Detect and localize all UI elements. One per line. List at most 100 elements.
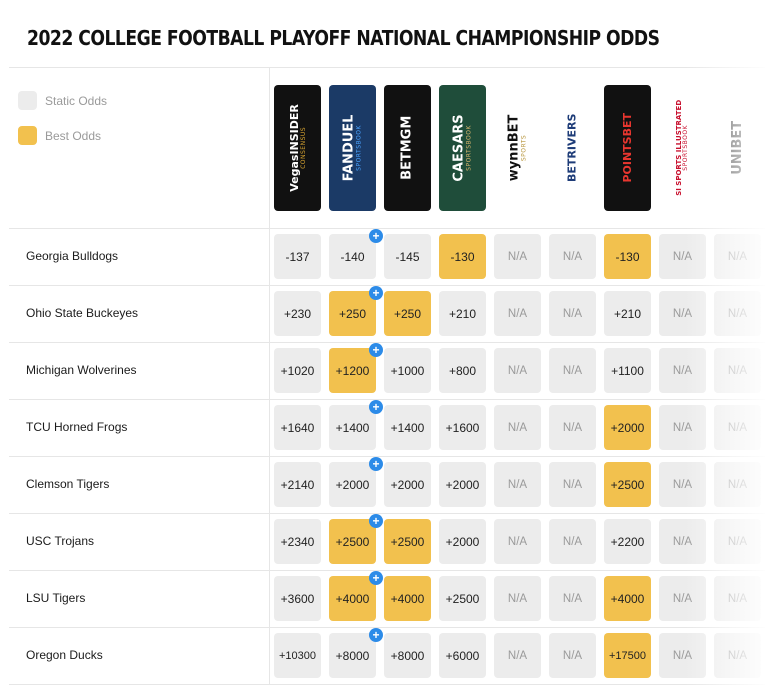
odds-cell[interactable]: -145: [384, 234, 431, 279]
odds-cell[interactable]: +2500: [439, 576, 486, 621]
odds-cell[interactable]: N/A: [549, 291, 596, 336]
odds-cell[interactable]: N/A: [659, 576, 706, 621]
odds-cell[interactable]: -130: [604, 234, 651, 279]
sportsbook-logo[interactable]: SI SPORTS ILLUSTRATED SPORTSBOOK: [659, 85, 706, 211]
odds-cell[interactable]: +3600: [274, 576, 321, 621]
odds-cell[interactable]: +1020: [274, 348, 321, 393]
odds-cell[interactable]: N/A: [714, 234, 761, 279]
odds-cell[interactable]: +250: [329, 291, 376, 336]
odds-cell[interactable]: +1400: [329, 405, 376, 450]
odds-cell[interactable]: +4000: [384, 576, 431, 621]
sportsbook-logo[interactable]: CAESARS SPORTSBOOK: [439, 85, 486, 211]
odds-cell[interactable]: +2140: [274, 462, 321, 507]
odds-cell[interactable]: +2200: [604, 519, 651, 564]
team-name: TCU Horned Frogs: [26, 420, 128, 434]
row-divider: [9, 456, 765, 457]
odds-cell[interactable]: +210: [439, 291, 486, 336]
odds-cell[interactable]: +230: [274, 291, 321, 336]
odds-cell[interactable]: N/A: [659, 348, 706, 393]
odds-cell[interactable]: +1400: [384, 405, 431, 450]
odds-cell[interactable]: +250: [384, 291, 431, 336]
odds-cell[interactable]: -137: [274, 234, 321, 279]
sportsbook-logo[interactable]: POINTSBET: [604, 85, 651, 211]
odds-cell[interactable]: N/A: [659, 462, 706, 507]
sportsbook-logo-text: BETRIVERS: [566, 114, 579, 182]
odds-cell[interactable]: N/A: [659, 519, 706, 564]
odds-cell[interactable]: +2340: [274, 519, 321, 564]
odds-cell[interactable]: N/A: [714, 462, 761, 507]
odds-cell[interactable]: +1640: [274, 405, 321, 450]
odds-cell[interactable]: N/A: [494, 576, 541, 621]
odds-cell[interactable]: N/A: [494, 633, 541, 678]
odds-cell[interactable]: N/A: [659, 291, 706, 336]
odds-cell[interactable]: N/A: [659, 405, 706, 450]
promo-plus-icon[interactable]: +: [369, 571, 383, 585]
odds-cell[interactable]: N/A: [549, 576, 596, 621]
odds-cell[interactable]: N/A: [714, 633, 761, 678]
team-name: Georgia Bulldogs: [26, 249, 119, 263]
odds-cell[interactable]: +17500: [604, 633, 651, 678]
odds-cell[interactable]: +10300: [274, 633, 321, 678]
odds-cell[interactable]: +2500: [604, 462, 651, 507]
promo-plus-icon[interactable]: +: [369, 514, 383, 528]
odds-cell[interactable]: N/A: [549, 405, 596, 450]
odds-cell[interactable]: +1100: [604, 348, 651, 393]
odds-cell[interactable]: +2000: [329, 462, 376, 507]
odds-cell[interactable]: N/A: [494, 348, 541, 393]
odds-cell[interactable]: N/A: [494, 519, 541, 564]
odds-cell[interactable]: +1200: [329, 348, 376, 393]
odds-cell[interactable]: N/A: [659, 234, 706, 279]
odds-cell[interactable]: N/A: [549, 348, 596, 393]
odds-cell[interactable]: +6000: [439, 633, 486, 678]
odds-cell[interactable]: N/A: [714, 348, 761, 393]
odds-cell[interactable]: +8000: [329, 633, 376, 678]
odds-cell[interactable]: +1000: [384, 348, 431, 393]
odds-cell[interactable]: +2000: [604, 405, 651, 450]
odds-cell[interactable]: +800: [439, 348, 486, 393]
sportsbook-logo[interactable]: UNIBET: [714, 85, 761, 211]
logo-tagline: CONSENSUS: [299, 127, 307, 169]
odds-cell[interactable]: +2000: [439, 519, 486, 564]
odds-cell[interactable]: N/A: [549, 462, 596, 507]
team-name: Ohio State Buckeyes: [26, 306, 139, 320]
odds-cell[interactable]: +4000: [604, 576, 651, 621]
promo-plus-icon[interactable]: +: [369, 229, 383, 243]
odds-cell[interactable]: +210: [604, 291, 651, 336]
team-name: LSU Tigers: [26, 591, 86, 605]
odds-cell[interactable]: +2000: [439, 462, 486, 507]
odds-cell[interactable]: N/A: [494, 405, 541, 450]
logo-tagline: SPORTSBOOK: [355, 125, 363, 171]
promo-plus-icon[interactable]: +: [369, 286, 383, 300]
sportsbook-logo[interactable]: FANDUEL SPORTSBOOK: [329, 85, 376, 211]
logo-wordmark: CAESARS: [451, 114, 467, 182]
promo-plus-icon[interactable]: +: [369, 628, 383, 642]
odds-cell[interactable]: -140: [329, 234, 376, 279]
team-name: Oregon Ducks: [26, 648, 103, 662]
promo-plus-icon[interactable]: +: [369, 400, 383, 414]
odds-cell[interactable]: -130: [439, 234, 486, 279]
odds-cell[interactable]: N/A: [659, 633, 706, 678]
odds-cell[interactable]: N/A: [494, 234, 541, 279]
odds-cell[interactable]: +2500: [329, 519, 376, 564]
sportsbook-logo[interactable]: BETRIVERS: [549, 85, 596, 211]
odds-cell[interactable]: +1600: [439, 405, 486, 450]
promo-plus-icon[interactable]: +: [369, 457, 383, 471]
odds-cell[interactable]: +2000: [384, 462, 431, 507]
odds-cell[interactable]: N/A: [714, 405, 761, 450]
odds-cell[interactable]: N/A: [549, 234, 596, 279]
odds-cell[interactable]: N/A: [494, 462, 541, 507]
odds-cell[interactable]: N/A: [549, 519, 596, 564]
odds-cell[interactable]: N/A: [714, 291, 761, 336]
odds-cell[interactable]: +4000: [329, 576, 376, 621]
odds-cell[interactable]: +2500: [384, 519, 431, 564]
logo-wordmark: VegasINSIDER: [287, 104, 301, 192]
sportsbook-logo[interactable]: VegasINSIDER CONSENSUS: [274, 85, 321, 211]
sportsbook-logo[interactable]: BETMGM: [384, 85, 431, 211]
odds-cell[interactable]: N/A: [714, 519, 761, 564]
sportsbook-logo[interactable]: wynnBET SPORTS: [494, 85, 541, 211]
odds-cell[interactable]: N/A: [549, 633, 596, 678]
odds-cell[interactable]: N/A: [714, 576, 761, 621]
odds-cell[interactable]: N/A: [494, 291, 541, 336]
promo-plus-icon[interactable]: +: [369, 343, 383, 357]
odds-cell[interactable]: +8000: [384, 633, 431, 678]
